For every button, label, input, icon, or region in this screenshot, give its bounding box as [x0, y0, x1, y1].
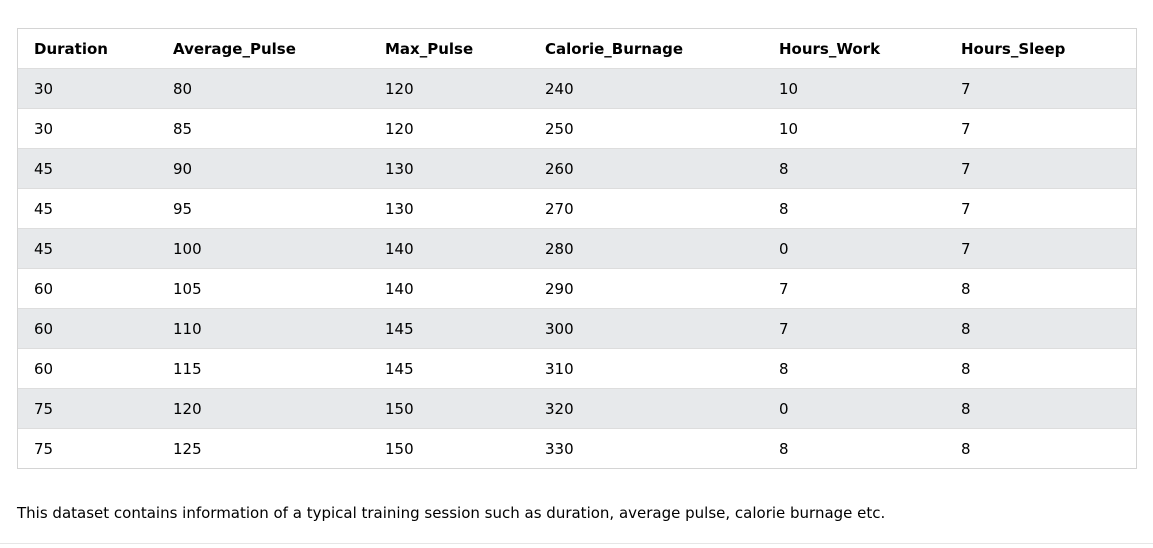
table-cell: 150 — [385, 439, 414, 458]
column-header-calorie-burnage: Calorie_Burnage — [545, 39, 684, 58]
table-cell: 45 — [34, 239, 54, 258]
column-header-max-pulse: Max_Pulse — [385, 39, 474, 58]
column-header-duration: Duration — [34, 39, 108, 58]
table-cell: 7 — [961, 119, 971, 138]
table-cell: 7 — [961, 79, 971, 98]
table-cell: 8 — [961, 439, 971, 458]
table-cell: 7 — [961, 199, 971, 218]
table-cell: 60 — [34, 359, 54, 378]
table-cell: 110 — [173, 319, 202, 338]
table-cell: 10 — [779, 79, 799, 98]
data-table: Duration Average_Pulse Max_Pulse Calorie… — [18, 29, 1136, 468]
table-cell: 45 — [34, 159, 54, 178]
table-cell: 290 — [545, 279, 574, 298]
table-cell: 8 — [779, 159, 789, 178]
table-cell: 330 — [545, 439, 574, 458]
table-cell: 310 — [545, 359, 574, 378]
table-row: 75 120 150 320 0 8 — [18, 388, 1136, 429]
table-cell: 130 — [385, 199, 414, 218]
table-header: Duration Average_Pulse Max_Pulse Calorie… — [18, 29, 1136, 69]
table-cell: 0 — [779, 399, 789, 418]
table-cell: 260 — [545, 159, 574, 178]
table-cell: 60 — [34, 279, 54, 298]
table-row: 60 115 145 310 8 8 — [18, 348, 1136, 389]
dataset-description: This dataset contains information of a t… — [17, 504, 886, 522]
table-cell: 300 — [545, 319, 574, 338]
table-row: 30 85 120 250 10 7 — [18, 108, 1136, 149]
table-cell: 80 — [173, 79, 193, 98]
table-cell: 7 — [961, 159, 971, 178]
table-cell: 7 — [961, 239, 971, 258]
table-row: 45 95 130 270 8 7 — [18, 188, 1136, 229]
column-header-hours-work: Hours_Work — [779, 39, 881, 58]
table-cell: 7 — [779, 319, 789, 338]
table-cell: 8 — [779, 199, 789, 218]
table-cell: 120 — [173, 399, 202, 418]
table-cell: 105 — [173, 279, 202, 298]
table-cell: 60 — [34, 319, 54, 338]
table-cell: 8 — [779, 439, 789, 458]
table-cell: 30 — [34, 79, 54, 98]
header-row: Duration Average_Pulse Max_Pulse Calorie… — [18, 29, 1136, 69]
table-cell: 8 — [961, 279, 971, 298]
column-header-average-pulse: Average_Pulse — [173, 39, 296, 58]
table-cell: 140 — [385, 239, 414, 258]
column-header-hours-sleep: Hours_Sleep — [961, 39, 1066, 58]
table-cell: 8 — [961, 319, 971, 338]
table-row: 30 80 120 240 10 7 — [18, 68, 1136, 109]
table-cell: 240 — [545, 79, 574, 98]
table-cell: 10 — [779, 119, 799, 138]
table-cell: 150 — [385, 399, 414, 418]
table-cell: 8 — [961, 359, 971, 378]
table-cell: 125 — [173, 439, 202, 458]
table-row: 60 105 140 290 7 8 — [18, 268, 1136, 309]
table-row: 45 100 140 280 0 7 — [18, 228, 1136, 269]
table-cell: 100 — [173, 239, 202, 258]
table-cell: 0 — [779, 239, 789, 258]
table-cell: 7 — [779, 279, 789, 298]
table-cell: 45 — [34, 199, 54, 218]
table-cell: 95 — [173, 199, 193, 218]
table-cell: 130 — [385, 159, 414, 178]
table-cell: 115 — [173, 359, 202, 378]
table-cell: 85 — [173, 119, 193, 138]
table-cell: 90 — [173, 159, 193, 178]
table-cell: 8 — [779, 359, 789, 378]
table-cell: 8 — [961, 399, 971, 418]
table-row: 75 125 150 330 8 8 — [18, 428, 1136, 469]
table-cell: 270 — [545, 199, 574, 218]
table-cell: 280 — [545, 239, 574, 258]
table-cell: 120 — [385, 79, 414, 98]
data-table-container: Duration Average_Pulse Max_Pulse Calorie… — [17, 28, 1137, 469]
table-cell: 75 — [34, 399, 54, 418]
table-row: 45 90 130 260 8 7 — [18, 148, 1136, 189]
table-row: 60 110 145 300 7 8 — [18, 308, 1136, 349]
table-cell: 320 — [545, 399, 574, 418]
table-body: 30 80 120 240 10 7 30 85 120 250 10 7 45… — [18, 68, 1136, 469]
table-cell: 75 — [34, 439, 54, 458]
table-cell: 120 — [385, 119, 414, 138]
table-cell: 145 — [385, 359, 414, 378]
table-cell: 140 — [385, 279, 414, 298]
table-cell: 145 — [385, 319, 414, 338]
table-cell: 30 — [34, 119, 54, 138]
section-divider — [0, 543, 1153, 544]
table-cell: 250 — [545, 119, 574, 138]
